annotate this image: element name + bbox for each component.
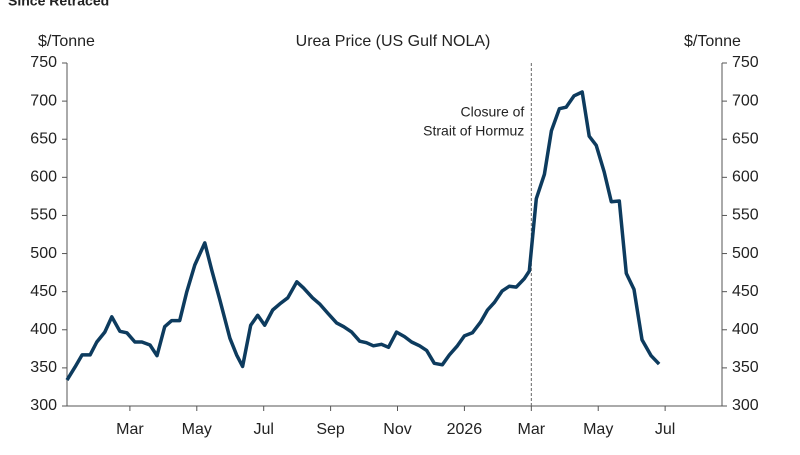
x-tick-label: Jul	[253, 421, 273, 438]
y2-tick-label: 350	[732, 359, 759, 376]
y-tick-label: 300	[30, 397, 57, 414]
x-tick-label: Mar	[116, 421, 144, 438]
y2-tick-label: 550	[732, 207, 759, 224]
y-tick-label: 500	[30, 245, 57, 262]
y2-tick-label: 600	[732, 169, 759, 186]
y2-tick-label: 450	[732, 283, 759, 300]
x-tick-label: 2026	[447, 421, 483, 438]
x-tick-label: Nov	[383, 421, 411, 438]
y-tick-label: 450	[30, 283, 57, 300]
y2-tick-label: 700	[732, 92, 759, 109]
y2-tick-label: 750	[732, 54, 759, 71]
chart-title: Urea Price (US Gulf NOLA)	[296, 33, 491, 50]
y-axis-label: $/Tonne	[38, 33, 95, 50]
y2-axis-label: $/Tonne	[684, 33, 741, 50]
y-tick-label: 700	[30, 92, 57, 109]
y-tick-label: 650	[30, 130, 57, 147]
x-tick-label: May	[583, 421, 613, 438]
y-tick-label: 400	[30, 321, 57, 338]
y-tick-label: 350	[30, 359, 57, 376]
annotation: Closure of	[461, 104, 525, 120]
x-tick-label: Sep	[316, 421, 345, 438]
y2-tick-label: 500	[732, 245, 759, 262]
y-tick-label: 750	[30, 54, 57, 71]
x-tick-label: Mar	[518, 421, 546, 438]
annotation: Strait of Hormuz	[423, 123, 524, 139]
x-tick-label: Jul	[655, 421, 675, 438]
x-tick-label: May	[182, 421, 212, 438]
y2-tick-label: 300	[732, 397, 759, 414]
y-tick-label: 550	[30, 207, 57, 224]
y2-tick-label: 400	[732, 321, 759, 338]
price-line	[65, 90, 661, 382]
y2-tick-label: 650	[732, 130, 759, 147]
subtitle: Since Retraced	[8, 0, 109, 9]
y-tick-label: 600	[30, 169, 57, 186]
